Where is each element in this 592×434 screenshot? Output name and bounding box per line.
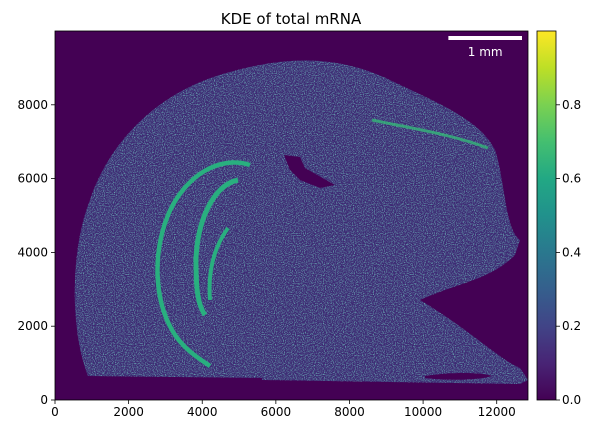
colorbar <box>537 31 556 400</box>
y-axis: 0 2000 4000 6000 8000 <box>17 98 55 407</box>
ventricle-gap-bottom <box>425 373 492 380</box>
colorbar-tick-label: 0.2 <box>562 319 581 333</box>
scale-bar: 1 mm <box>448 36 522 59</box>
colorbar-tick-label: 0.4 <box>562 245 581 259</box>
y-tick-label: 2000 <box>17 319 48 333</box>
colorbar-tick-label: 0.6 <box>562 172 581 186</box>
colorbar-tick-label: 0.0 <box>562 393 581 407</box>
y-tick-label: 6000 <box>17 172 48 186</box>
y-tick-label: 8000 <box>17 98 48 112</box>
hippocampal-band-hook <box>207 226 230 301</box>
x-tick-label: 4000 <box>187 405 218 419</box>
hippocampal-band-outer <box>155 160 251 368</box>
colorbar-tick-label: 0.8 <box>562 98 581 112</box>
x-tick-label: 10000 <box>404 405 442 419</box>
x-tick-label: 2000 <box>113 405 144 419</box>
x-axis: 0 2000 4000 6000 8000 10000 12000 <box>51 400 516 419</box>
y-tick-label: 4000 <box>17 245 48 259</box>
colorbar-frame <box>536 30 557 401</box>
dense-cortical-band <box>371 118 489 150</box>
tissue-section <box>74 60 528 384</box>
x-tick-label: 12000 <box>478 405 516 419</box>
scale-bar-label: 1 mm <box>468 45 503 59</box>
plot-frame <box>54 30 529 401</box>
x-tick-label: 6000 <box>261 405 292 419</box>
colorbar-axis: 0.0 0.2 0.4 0.6 0.8 <box>556 98 581 407</box>
ventricle-gap <box>284 155 335 188</box>
x-tick-label: 0 <box>51 405 59 419</box>
x-tick-label: 8000 <box>334 405 365 419</box>
y-tick-label: 0 <box>40 393 48 407</box>
chart-title: KDE of total mRNA <box>221 10 362 28</box>
heatmap-area <box>55 31 528 400</box>
hippocampal-band-inner <box>193 177 239 317</box>
tissue-speckle-texture <box>74 60 528 384</box>
